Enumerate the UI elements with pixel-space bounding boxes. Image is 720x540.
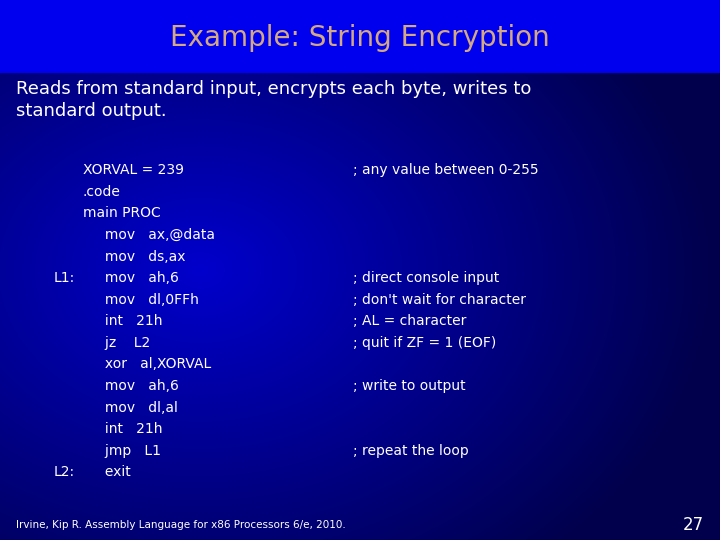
Text: mov   dl,0FFh: mov dl,0FFh — [83, 293, 199, 307]
Text: int   21h: int 21h — [83, 422, 162, 436]
Text: L1:: L1: — [54, 271, 76, 285]
Text: ; repeat the loop: ; repeat the loop — [353, 444, 469, 458]
Text: jz    L2: jz L2 — [83, 336, 150, 350]
Text: ; don't wait for character: ; don't wait for character — [353, 293, 526, 307]
Text: ; any value between 0-255: ; any value between 0-255 — [353, 163, 539, 177]
Text: .code: .code — [83, 185, 121, 199]
Text: exit: exit — [83, 465, 130, 480]
Bar — [0, 0, 720, 73]
Text: mov   ds,ax: mov ds,ax — [83, 249, 185, 264]
Text: ; write to output: ; write to output — [353, 379, 465, 393]
Text: L2:: L2: — [54, 465, 75, 480]
Text: ; direct console input: ; direct console input — [353, 271, 499, 285]
Text: standard output.: standard output. — [16, 102, 166, 120]
Text: ; quit if ZF = 1 (EOF): ; quit if ZF = 1 (EOF) — [353, 336, 496, 350]
Text: xor   al,XORVAL: xor al,XORVAL — [83, 357, 211, 372]
Text: 27: 27 — [683, 516, 704, 534]
Text: XORVAL = 239: XORVAL = 239 — [83, 163, 184, 177]
Text: mov   ah,6: mov ah,6 — [83, 271, 179, 285]
Text: mov   ax,@data: mov ax,@data — [83, 228, 215, 242]
Text: main PROC: main PROC — [83, 206, 161, 220]
Text: jmp   L1: jmp L1 — [83, 444, 161, 458]
Text: ; AL = character: ; AL = character — [353, 314, 466, 328]
Text: Irvine, Kip R. Assembly Language for x86 Processors 6/e, 2010.: Irvine, Kip R. Assembly Language for x86… — [16, 520, 346, 530]
Text: int   21h: int 21h — [83, 314, 162, 328]
Text: mov   dl,al: mov dl,al — [83, 401, 178, 415]
Text: mov   ah,6: mov ah,6 — [83, 379, 179, 393]
Text: Reads from standard input, encrypts each byte, writes to: Reads from standard input, encrypts each… — [16, 80, 531, 98]
Text: Example: String Encryption: Example: String Encryption — [170, 24, 550, 52]
